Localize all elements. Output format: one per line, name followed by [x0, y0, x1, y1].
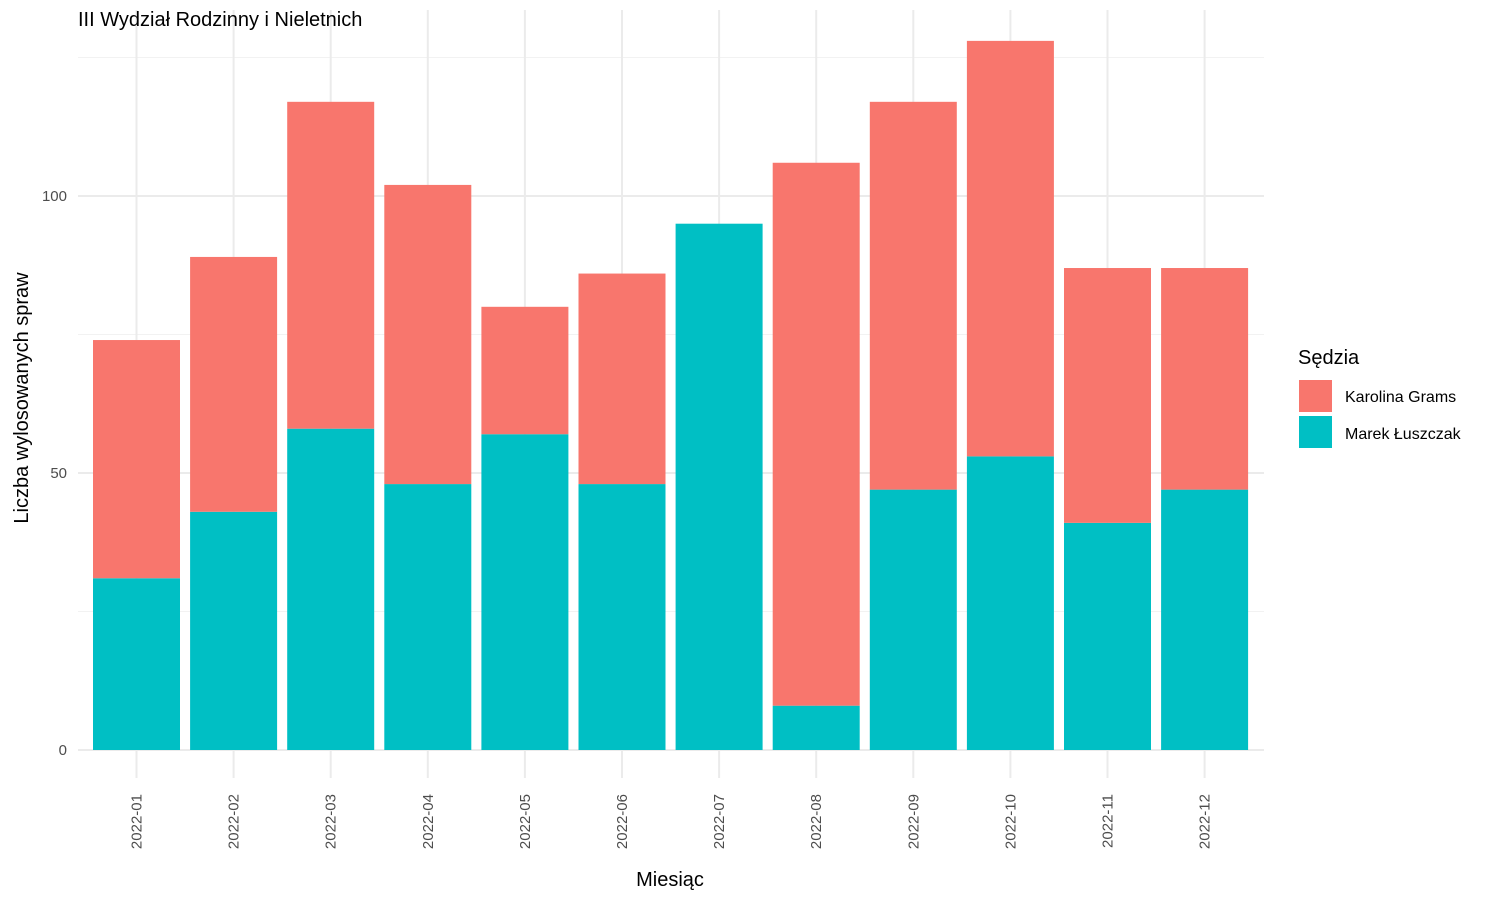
x-axis-ticks: 2022-01 2022-02 2022-03 2022-04 2022-05 2022-… [129, 794, 1214, 849]
bar-segment [1064, 268, 1151, 523]
y-tick-label: 0 [59, 742, 67, 759]
bar-segment [190, 256, 278, 512]
y-axis-title: Liczba wylosowanych spraw [11, 272, 33, 524]
y-tick-label: 100 [42, 188, 67, 205]
bar-segment [190, 511, 278, 750]
bar-segment [384, 184, 472, 485]
bar-segment [1161, 489, 1249, 750]
bar-segment [772, 162, 860, 706]
x-tick-label: 2022-04 [420, 794, 437, 849]
legend-swatch-karolina-grams [1299, 380, 1332, 412]
bar-segment [578, 273, 666, 485]
bar-segment [869, 101, 957, 490]
legend-label-karolina-grams: Karolina Grams [1345, 389, 1456, 406]
x-tick-label: 2022-11 [1100, 794, 1117, 848]
x-tick-label: 2022-08 [808, 794, 825, 849]
y-axis-ticks: 0 50 100 [42, 188, 67, 759]
bars [93, 40, 1249, 750]
x-tick-label: 2022-03 [323, 794, 340, 849]
bar-segment [966, 456, 1054, 750]
bar-segment [966, 40, 1054, 457]
bar-segment [1161, 268, 1249, 490]
legend-title: Sędzia [1298, 347, 1360, 369]
bar-segment [93, 578, 180, 750]
x-tick-label: 2022-12 [1197, 794, 1214, 849]
bar-segment [675, 223, 763, 750]
x-axis-title: Miesiąc [636, 869, 704, 891]
bar-segment [287, 428, 375, 750]
x-tick-label: 2022-10 [1002, 794, 1019, 849]
bar-segment [93, 340, 180, 579]
chart-title: III Wydział Rodzinny i Nieletnich [78, 9, 362, 31]
x-tick-label: 2022-06 [614, 794, 631, 849]
legend-label-marek-luszczak: Marek Łuszczak [1345, 426, 1462, 443]
legend-swatch-marek-luszczak [1299, 416, 1332, 448]
legend: Sędzia Karolina Grams Marek Łuszczak [1298, 347, 1462, 448]
bar-segment [869, 489, 957, 750]
bar-segment [481, 434, 569, 750]
x-tick-label: 2022-05 [517, 794, 534, 849]
bar-segment [481, 306, 569, 435]
x-tick-label: 2022-02 [226, 794, 243, 849]
bar-segment [772, 705, 860, 750]
x-tick-label: 2022-01 [129, 794, 146, 849]
bar-segment [287, 101, 375, 429]
bar-segment [1064, 522, 1151, 750]
x-tick-label: 2022-07 [711, 794, 728, 849]
bar-segment [384, 484, 472, 750]
x-tick-label: 2022-09 [905, 794, 922, 849]
y-tick-label: 50 [50, 465, 67, 482]
bar-segment [578, 484, 666, 750]
